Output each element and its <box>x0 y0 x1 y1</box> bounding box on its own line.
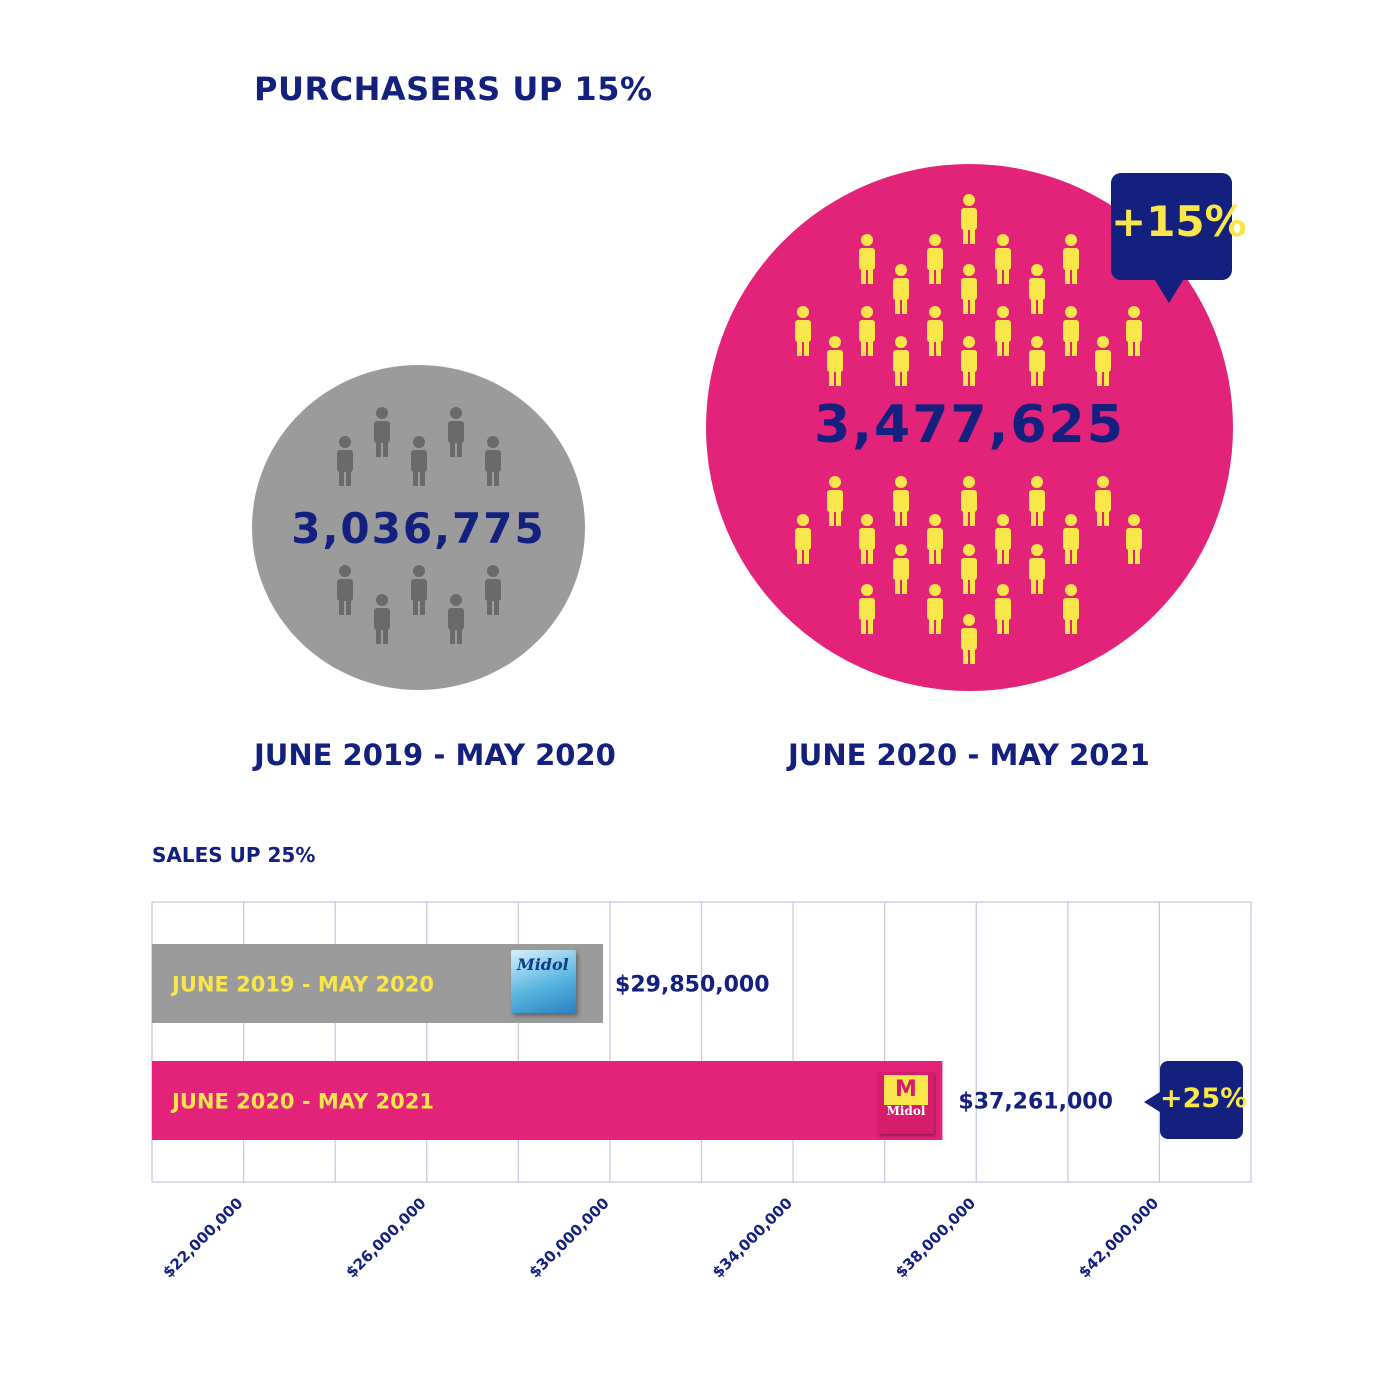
x-tick-label: $22,000,000 <box>159 1194 246 1281</box>
x-tick-label: $38,000,000 <box>892 1194 979 1281</box>
bar-value-label: $29,850,000 <box>615 973 769 998</box>
purchasers-count-2019: 3,036,775 <box>291 504 546 553</box>
purchasers-count-2020: 3,477,625 <box>814 395 1125 455</box>
purchasers-period-label-2020: JUNE 2020 - MAY 2021 <box>788 738 1150 772</box>
purchasers-change-text: +15% <box>1111 197 1247 246</box>
midol-product-image-2020: M Midol <box>878 1072 934 1134</box>
product-brand-text: Midol <box>886 1104 926 1118</box>
bar-2020 <box>152 1061 943 1140</box>
badge-pointer <box>1153 277 1185 303</box>
purchasers-change-badge: +15% <box>1111 173 1247 303</box>
x-tick-label: $34,000,000 <box>709 1194 796 1281</box>
sales-change-text: +25% <box>1160 1083 1248 1114</box>
purchasers-period-label-2019: JUNE 2019 - MAY 2020 <box>254 738 616 772</box>
purchasers-circle-2019 <box>252 365 585 690</box>
bar-category-label: JUNE 2020 - MAY 2021 <box>170 1090 434 1114</box>
x-tick-label: $42,000,000 <box>1075 1194 1162 1281</box>
bar-value-label: $37,261,000 <box>958 1090 1112 1115</box>
product-brand-text: Midol <box>517 955 569 974</box>
product-logo-m: M <box>884 1075 928 1105</box>
x-tick-label: $30,000,000 <box>526 1194 613 1281</box>
x-tick-label: $26,000,000 <box>342 1194 429 1281</box>
bar-category-label: JUNE 2019 - MAY 2020 <box>170 973 434 997</box>
badge-pointer <box>1144 1092 1160 1112</box>
sales-title: SALES UP 25% <box>152 843 316 867</box>
sales-change-badge: +25% <box>1144 1061 1248 1139</box>
purchasers-title: PURCHASERS UP 15% <box>254 70 653 108</box>
midol-product-image-2019: Midol <box>511 950 576 1013</box>
